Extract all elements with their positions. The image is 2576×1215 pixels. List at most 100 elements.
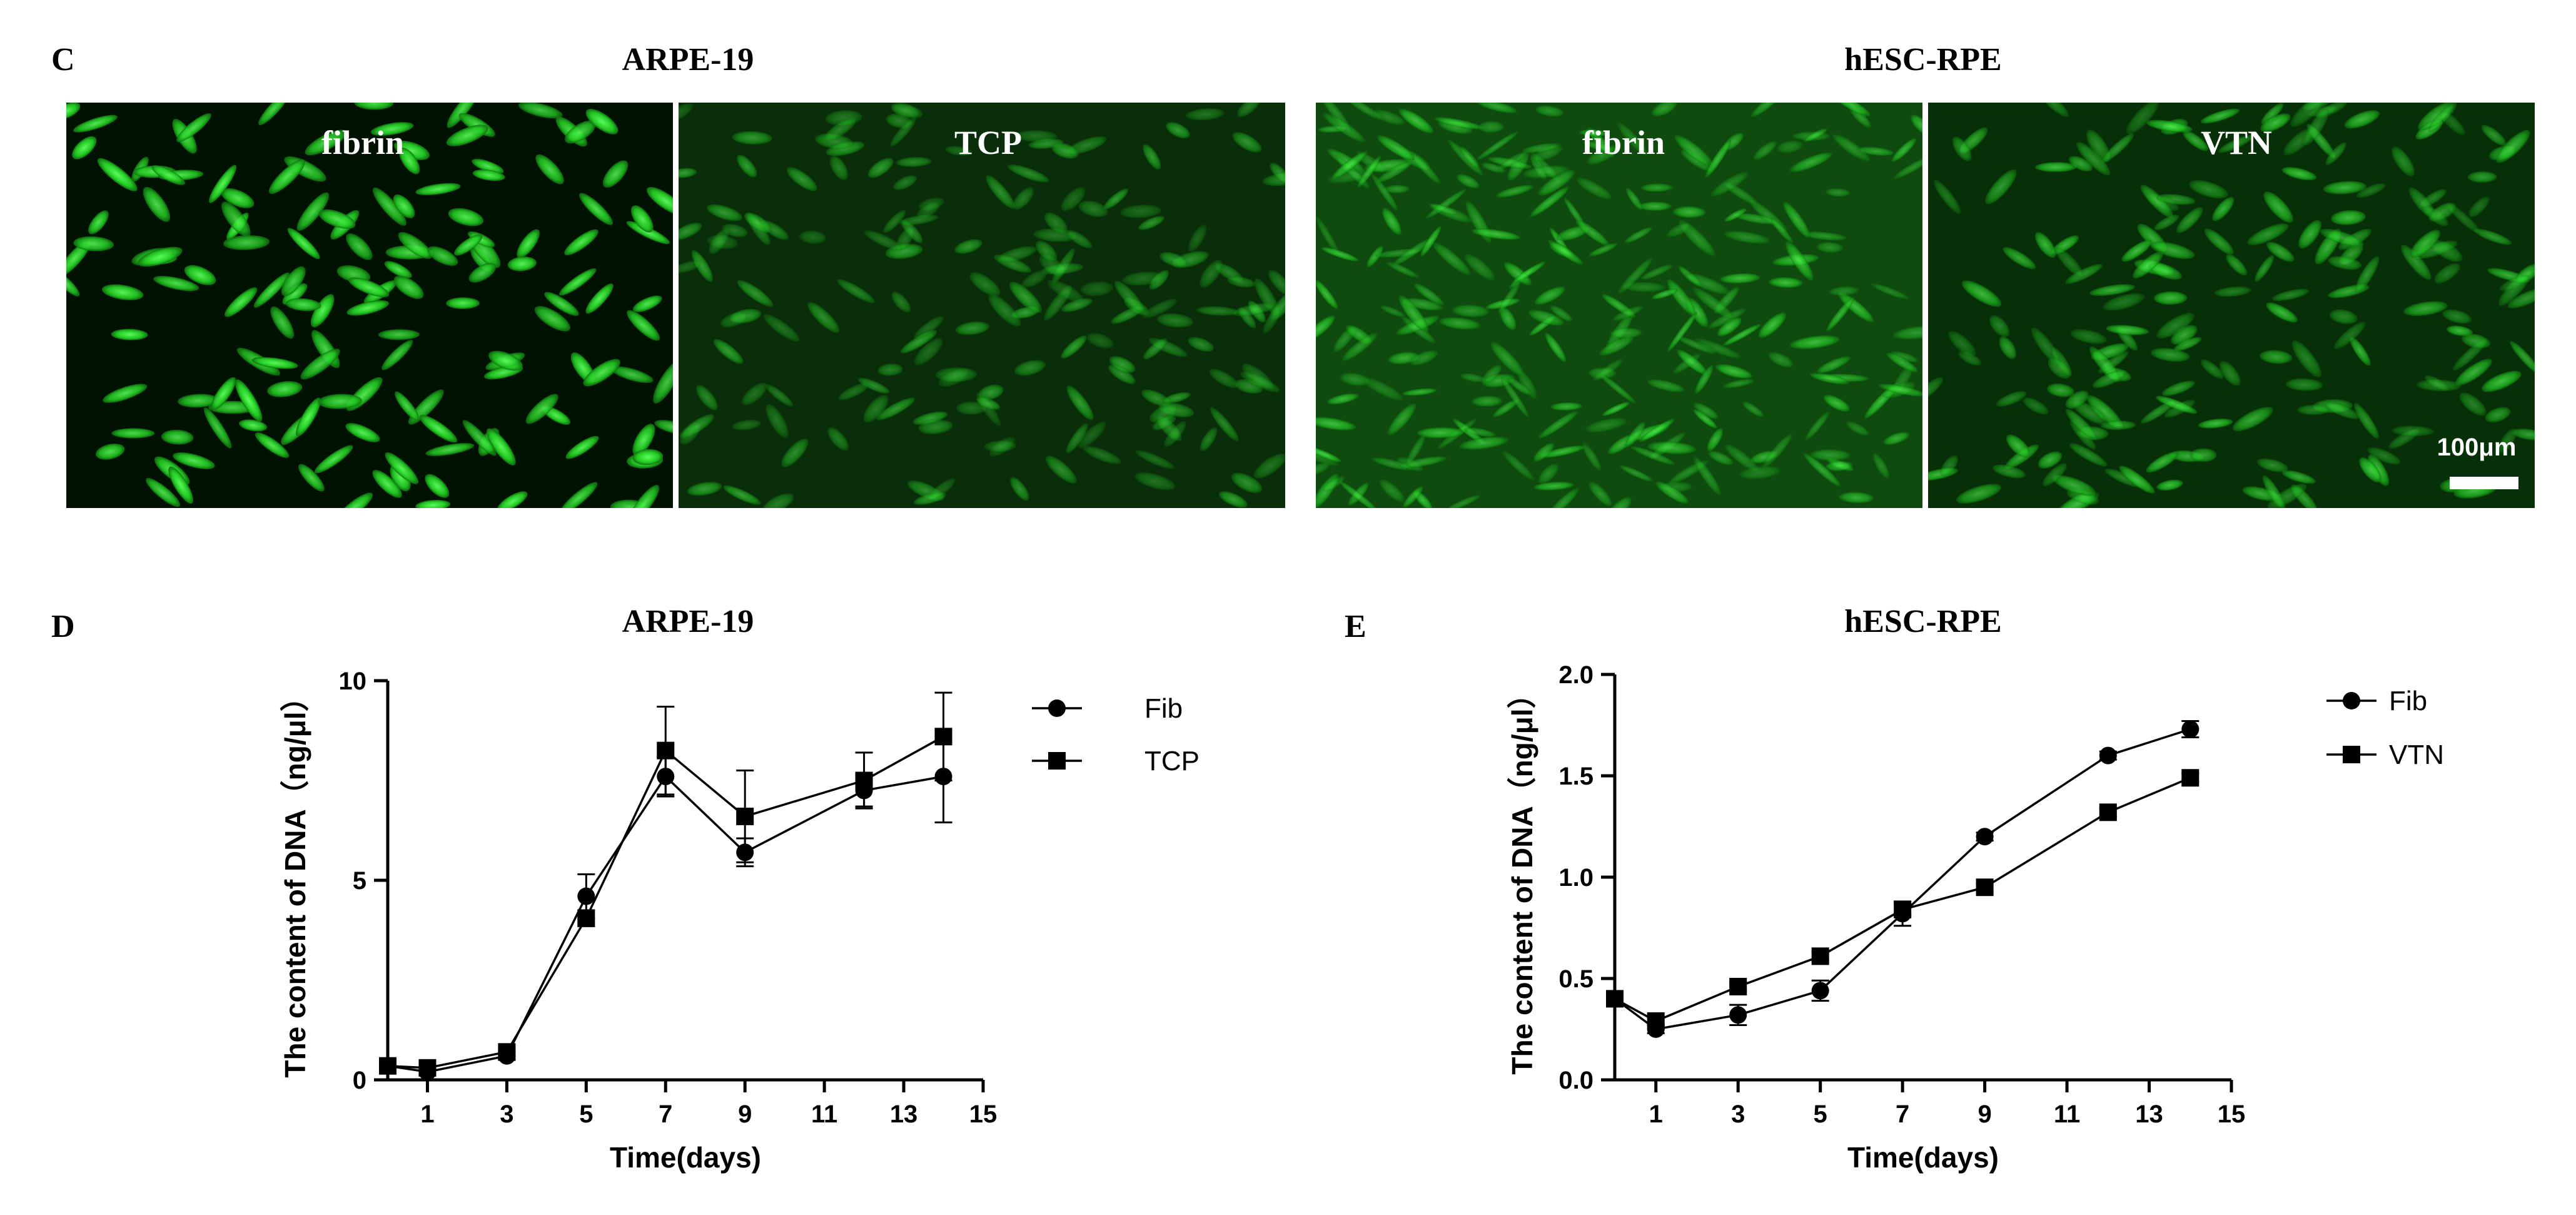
cell (1617, 123, 1648, 156)
cell (2498, 428, 2517, 453)
cell (1134, 472, 1176, 491)
cell (1061, 298, 1093, 312)
cell (2354, 403, 2379, 439)
cell (2156, 194, 2196, 205)
cell (2297, 404, 2330, 415)
cell (2459, 392, 2487, 416)
cell (1612, 305, 1644, 321)
x-tick-label: 15 (969, 1101, 998, 1128)
cell (1589, 481, 1612, 506)
cell (225, 287, 258, 317)
cell (1163, 392, 1191, 404)
panel-letter-c: C (51, 42, 75, 78)
cell (883, 210, 906, 233)
cell (976, 397, 1001, 410)
cell (1327, 393, 1359, 405)
cell (1386, 262, 1419, 278)
cell (1413, 283, 1444, 306)
cell (2200, 108, 2240, 124)
cell (318, 394, 362, 409)
cell (2485, 407, 2511, 423)
cell (1036, 240, 1058, 262)
data-point (418, 1059, 437, 1077)
data-point (855, 771, 873, 790)
cell (318, 209, 356, 229)
cell (1316, 216, 1339, 255)
cell (2055, 247, 2084, 278)
cell (2285, 378, 2323, 391)
cell (867, 158, 894, 178)
cell (2126, 103, 2159, 135)
cell (1533, 481, 1574, 491)
cell (877, 363, 903, 376)
cell (762, 493, 794, 508)
y-tick-label: 1.5 (1558, 763, 1594, 790)
cell (901, 330, 937, 353)
cell (742, 382, 767, 405)
cell (799, 230, 826, 244)
cell (1499, 307, 1517, 330)
cell (1639, 419, 1675, 442)
cell (1857, 146, 1894, 156)
cell (153, 275, 200, 292)
cell (2334, 322, 2366, 350)
cell (393, 194, 415, 218)
cell (986, 175, 1015, 209)
cell (2298, 220, 2321, 249)
cell (679, 222, 702, 240)
cell (1316, 280, 1338, 309)
cell (287, 228, 320, 260)
chart-title: ARPE-19 (622, 604, 754, 639)
cell (896, 157, 932, 167)
cell (1805, 411, 1830, 440)
cell (372, 187, 407, 226)
cell (914, 316, 944, 340)
cell (1993, 464, 2026, 479)
legend-marker (2343, 746, 2360, 763)
cell (1331, 151, 1367, 180)
cell (583, 358, 620, 387)
cell (2325, 142, 2346, 165)
cell (1493, 399, 1519, 417)
scale-bar (2450, 477, 2518, 489)
cell (2173, 337, 2202, 352)
x-tick-label: 3 (1731, 1101, 1745, 1128)
cell (1589, 243, 1618, 257)
cell (1316, 315, 1335, 341)
cell (1948, 331, 1976, 357)
cell (1911, 114, 1922, 136)
cell (267, 381, 303, 397)
cell (73, 236, 114, 252)
cell (695, 385, 718, 410)
cell (1724, 444, 1759, 472)
cell (305, 130, 347, 156)
cell (1152, 415, 1176, 430)
cell (1723, 379, 1754, 389)
cell (2350, 337, 2371, 366)
cell (2006, 434, 2031, 458)
cell (1540, 445, 1585, 458)
cell (1599, 373, 1636, 404)
cell (1327, 148, 1365, 173)
cell (2428, 103, 2457, 133)
cell (1460, 146, 1480, 169)
cell (1188, 337, 1214, 352)
cell (296, 192, 330, 231)
cell (1724, 208, 1747, 222)
cell (1078, 422, 1106, 449)
cell (1200, 260, 1223, 288)
cell (2330, 309, 2358, 324)
cell (679, 168, 697, 178)
cell (1240, 372, 1280, 392)
cell (372, 470, 402, 498)
cell (1708, 450, 1734, 465)
cell (2171, 325, 2198, 345)
cell (1753, 141, 1777, 160)
cell (1517, 370, 1537, 399)
legend-label: Fib (1144, 693, 1183, 724)
cell (535, 154, 564, 185)
cell (737, 155, 757, 178)
y-tick-label: 0.0 (1558, 1067, 1594, 1094)
cell (269, 159, 305, 194)
cell (912, 411, 948, 425)
